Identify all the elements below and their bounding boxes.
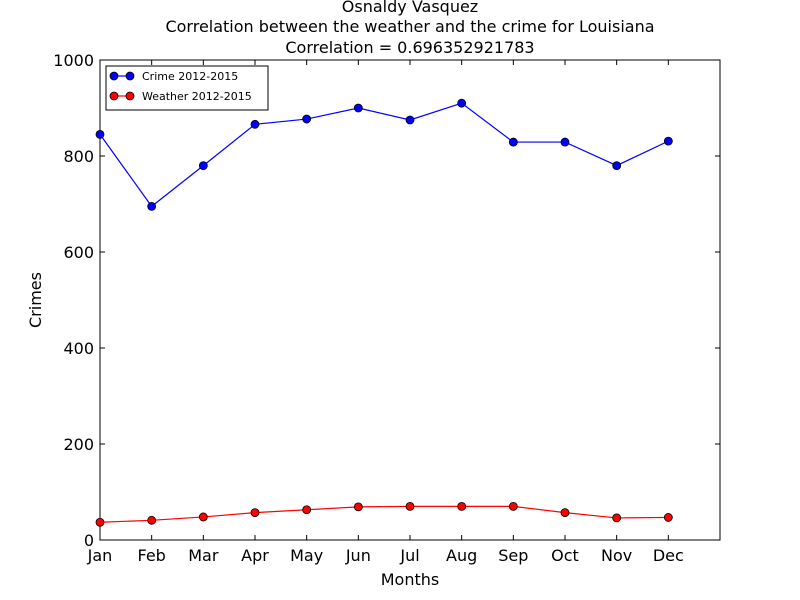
plot-area bbox=[99, 59, 721, 541]
legend-entry: Crime 2012-2015 bbox=[109, 70, 238, 83]
x-tick-label: May bbox=[290, 546, 323, 565]
legend-marker bbox=[109, 91, 119, 101]
data-point bbox=[250, 119, 260, 129]
y-axis-label: Crimes bbox=[26, 272, 45, 328]
data-point bbox=[302, 114, 312, 124]
data-point bbox=[302, 505, 312, 515]
x-tick-label: Dec bbox=[653, 546, 684, 565]
legend-marker bbox=[125, 91, 135, 101]
chart-title-group: Osnaldy Vasquez Correlation between the … bbox=[165, 0, 654, 57]
y-tick-label: 1000 bbox=[53, 51, 94, 70]
chart-subtitle: Correlation = 0.696352921783 bbox=[285, 38, 534, 57]
data-point bbox=[663, 513, 673, 522]
series-1 bbox=[95, 98, 673, 211]
data-point bbox=[405, 501, 415, 511]
y-tick-label: 600 bbox=[63, 243, 94, 262]
legend-entry: Weather 2012-2015 bbox=[109, 90, 252, 103]
data-point bbox=[147, 515, 157, 525]
chart-title: Correlation between the weather and the … bbox=[165, 17, 654, 36]
data-point bbox=[353, 103, 363, 113]
x-tick-label: Sep bbox=[498, 546, 528, 565]
x-tick-label: Nov bbox=[601, 546, 632, 565]
x-tick-label: Jan bbox=[87, 546, 113, 565]
data-point bbox=[147, 201, 157, 211]
x-tick-label: Jun bbox=[345, 546, 371, 565]
x-tick-label: Aug bbox=[446, 546, 477, 565]
legend: Crime 2012-2015 Weather 2012-2015 bbox=[105, 65, 269, 111]
x-tick-label: Jul bbox=[399, 546, 419, 565]
data-point bbox=[353, 502, 363, 512]
series-2 bbox=[95, 501, 673, 527]
data-point bbox=[612, 513, 622, 523]
plot-frame bbox=[99, 59, 721, 541]
data-point bbox=[95, 129, 105, 139]
data-point bbox=[612, 161, 622, 171]
x-tick-label: Oct bbox=[551, 546, 579, 565]
x-axis-label: Months bbox=[381, 570, 439, 589]
data-point bbox=[560, 137, 570, 147]
data-point bbox=[405, 115, 415, 125]
data-point bbox=[508, 137, 518, 147]
data-point bbox=[198, 512, 208, 522]
series-line bbox=[99, 102, 669, 208]
data-point bbox=[198, 161, 208, 171]
data-point bbox=[250, 508, 260, 518]
data-point bbox=[457, 98, 467, 108]
y-tick-label: 400 bbox=[63, 339, 94, 358]
x-tick-label: Feb bbox=[138, 546, 166, 565]
series-layer bbox=[95, 98, 673, 527]
x-tick-label: Apr bbox=[241, 546, 269, 565]
data-point bbox=[95, 517, 105, 527]
chart-author: Osnaldy Vasquez bbox=[342, 0, 478, 16]
legend-marker bbox=[125, 71, 135, 81]
y-tick-label: 200 bbox=[63, 435, 94, 454]
legend-frame bbox=[105, 65, 269, 111]
x-tick-label: Mar bbox=[188, 546, 219, 565]
legend-label: Crime 2012-2015 bbox=[142, 70, 238, 83]
data-point bbox=[560, 508, 570, 518]
axis-ticks: Jan Feb Mar Apr May Jun Jul Aug Sep Oct Nov Dec 0 200… bbox=[53, 51, 720, 565]
legend-label: Weather 2012-2015 bbox=[142, 90, 252, 103]
y-tick-label: 0 bbox=[84, 531, 94, 550]
series-line bbox=[99, 505, 669, 523]
legend-marker bbox=[109, 71, 119, 81]
y-tick-label: 800 bbox=[63, 147, 94, 166]
data-point bbox=[508, 501, 518, 511]
data-point bbox=[663, 136, 673, 146]
data-point bbox=[457, 501, 467, 511]
